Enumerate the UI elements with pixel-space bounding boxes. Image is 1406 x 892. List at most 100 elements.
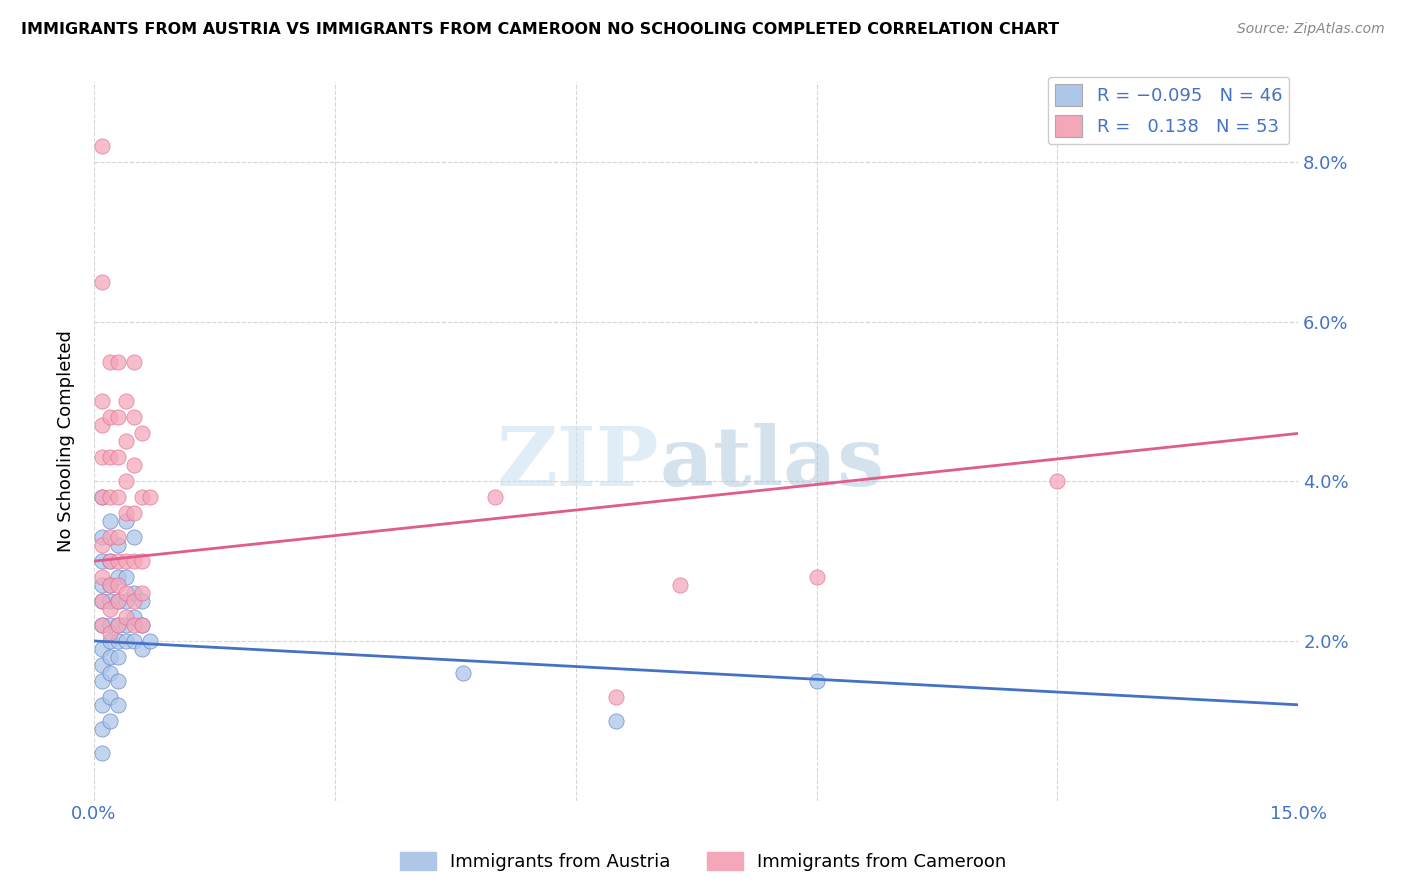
Point (131, 426, 153, 441)
Point (91, 139, 114, 153)
Point (98, 450, 121, 465)
Point (115, 570, 138, 584)
Point (91, 578, 114, 592)
Point (122, 506, 145, 520)
Point (91, 657, 114, 672)
Point (122, 354, 145, 368)
Point (91, 530, 114, 544)
Point (107, 649, 129, 664)
Point (115, 514, 138, 528)
Point (91, 570, 114, 584)
Point (122, 458, 145, 473)
Point (122, 410, 145, 425)
Point (107, 673, 129, 688)
Point (107, 618, 129, 632)
Point (98, 354, 121, 368)
Point (91, 618, 114, 632)
Point (98, 578, 121, 592)
Point (107, 538, 129, 552)
Point (115, 594, 138, 608)
Point (115, 554, 138, 568)
Point (115, 586, 138, 600)
Point (107, 450, 129, 465)
Point (98, 554, 121, 568)
Point (122, 554, 145, 568)
Point (91, 698, 114, 712)
Point (91, 618, 114, 632)
Point (107, 594, 129, 608)
Point (98, 690, 121, 704)
Point (107, 490, 129, 504)
Point (122, 610, 145, 624)
Point (98, 626, 121, 640)
Point (91, 594, 114, 608)
Point (122, 594, 145, 608)
Point (91, 673, 114, 688)
Point (605, 690, 627, 704)
Y-axis label: No Schooling Completed: No Schooling Completed (58, 330, 75, 552)
Point (122, 634, 145, 648)
Point (115, 434, 138, 449)
Point (131, 594, 153, 608)
Point (91, 642, 114, 657)
Point (107, 698, 129, 712)
Point (91, 594, 114, 608)
Text: Source: ZipAtlas.com: Source: ZipAtlas.com (1237, 22, 1385, 37)
Text: ZIP: ZIP (498, 423, 659, 503)
Point (98, 665, 121, 680)
Point (107, 618, 129, 632)
Point (91, 722, 114, 736)
Point (107, 634, 129, 648)
Text: atlas: atlas (659, 423, 886, 503)
Point (806, 570, 828, 584)
Point (131, 642, 153, 657)
Point (91, 746, 114, 760)
Point (91, 275, 114, 289)
Point (115, 475, 138, 489)
Legend: R = −0.095   N = 46, R =   0.138   N = 53: R = −0.095 N = 46, R = 0.138 N = 53 (1047, 77, 1289, 145)
Point (669, 578, 692, 592)
Point (122, 618, 145, 632)
Point (453, 665, 475, 680)
Point (91, 490, 114, 504)
Point (98, 490, 121, 504)
Point (107, 554, 129, 568)
Point (91, 394, 114, 409)
Point (139, 490, 162, 504)
Point (115, 394, 138, 409)
Point (98, 618, 121, 632)
Point (131, 554, 153, 568)
Point (115, 506, 138, 520)
Point (484, 490, 506, 504)
Point (131, 490, 153, 504)
Point (91, 538, 114, 552)
Point (98, 578, 121, 592)
Point (122, 530, 145, 544)
Point (91, 450, 114, 465)
Point (131, 586, 153, 600)
Point (98, 714, 121, 728)
Point (98, 514, 121, 528)
Point (806, 673, 828, 688)
Point (91, 418, 114, 433)
Point (98, 649, 121, 664)
Point (115, 618, 138, 632)
Point (115, 634, 138, 648)
Point (91, 554, 114, 568)
Point (107, 410, 129, 425)
Text: IMMIGRANTS FROM AUSTRIA VS IMMIGRANTS FROM CAMEROON NO SCHOOLING COMPLETED CORRE: IMMIGRANTS FROM AUSTRIA VS IMMIGRANTS FR… (21, 22, 1059, 37)
Point (605, 714, 627, 728)
Point (131, 618, 153, 632)
Point (107, 570, 129, 584)
Point (91, 490, 114, 504)
Point (1046, 475, 1069, 489)
Point (131, 618, 153, 632)
Point (107, 578, 129, 592)
Point (98, 410, 121, 425)
Point (107, 594, 129, 608)
Legend: Immigrants from Austria, Immigrants from Cameroon: Immigrants from Austria, Immigrants from… (392, 845, 1014, 879)
Point (122, 586, 145, 600)
Point (98, 634, 121, 648)
Point (98, 530, 121, 544)
Point (107, 354, 129, 368)
